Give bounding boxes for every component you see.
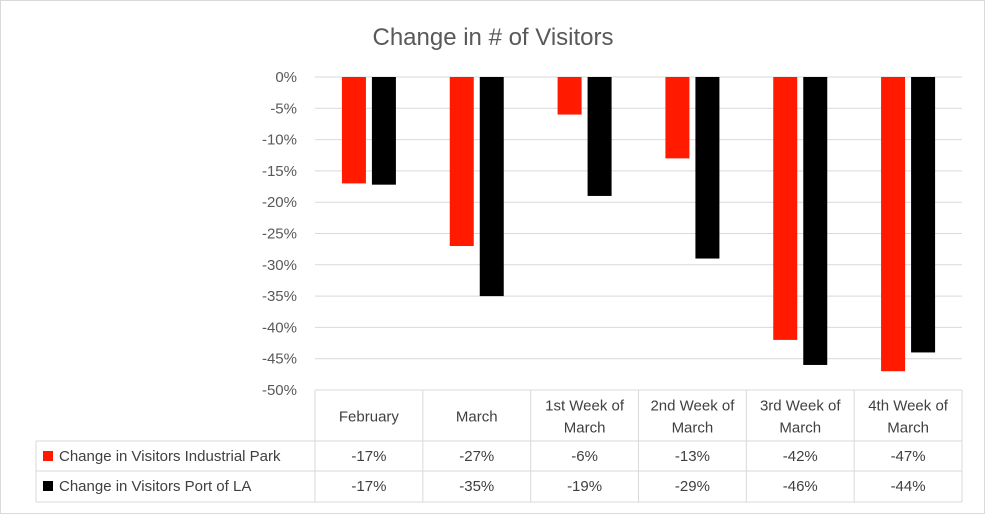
category-label: March: [456, 409, 498, 426]
y-tick-label: -5%: [270, 100, 297, 117]
category-label: March: [887, 420, 929, 437]
bar-port-of-la: [911, 77, 936, 353]
bar-industrial-park: [341, 77, 366, 184]
data-value: -35%: [459, 478, 494, 495]
bars: [341, 77, 936, 372]
y-tick-label: -10%: [262, 132, 297, 149]
y-tick-label: -20%: [262, 194, 297, 211]
data-value: -42%: [783, 448, 818, 465]
data-value: -29%: [675, 478, 710, 495]
y-tick-label: -30%: [262, 257, 297, 274]
data-value: -17%: [351, 478, 386, 495]
data-value: -47%: [891, 448, 926, 465]
category-label: March: [779, 420, 821, 437]
y-tick-label: 0%: [275, 69, 297, 86]
data-table: February March 1st Week of March 2nd Week of…: [35, 389, 963, 503]
data-value: -6%: [571, 448, 598, 465]
bar-industrial-park: [665, 77, 690, 159]
bar-port-of-la: [479, 77, 504, 297]
y-axis-ticks: 0% -5% -10% -15% -20% -25% -30% -35% -40% -45% -50…: [262, 69, 297, 399]
bar-port-of-la: [695, 77, 720, 259]
y-tick-label: -40%: [262, 319, 297, 336]
y-tick-label: -35%: [262, 288, 297, 305]
y-tick-label: -45%: [262, 351, 297, 368]
bar-port-of-la: [371, 77, 396, 185]
legend-key: [43, 481, 53, 491]
category-label: March: [564, 420, 606, 437]
data-value: -44%: [891, 478, 926, 495]
category-label: March: [672, 420, 714, 437]
series-name: Change in Visitors Industrial Park: [59, 448, 281, 465]
bar-industrial-park: [557, 77, 582, 115]
y-tick-label: -15%: [262, 163, 297, 180]
data-value: -46%: [783, 478, 818, 495]
category-label: 3rd Week of: [760, 398, 841, 415]
data-value: -13%: [675, 448, 710, 465]
category-label: February: [339, 409, 400, 426]
bar-industrial-park: [881, 77, 906, 372]
data-value: -19%: [567, 478, 602, 495]
y-tick-label: -50%: [262, 382, 297, 399]
legend-key: [43, 451, 53, 461]
category-label: 4th Week of: [868, 398, 949, 415]
bar-port-of-la: [803, 77, 828, 365]
data-value: -27%: [459, 448, 494, 465]
y-tick-label: -25%: [262, 226, 297, 243]
series-name: Change in Visitors Port of LA: [59, 478, 251, 495]
category-label: 2nd Week of: [650, 398, 735, 415]
bar-industrial-park: [449, 77, 474, 247]
bar-industrial-park: [773, 77, 798, 340]
bar-port-of-la: [587, 77, 612, 196]
category-label: 1st Week of: [545, 398, 625, 415]
gridlines: [315, 76, 962, 360]
chart-title: Change in # of Visitors: [372, 24, 613, 51]
data-value: -17%: [351, 448, 386, 465]
